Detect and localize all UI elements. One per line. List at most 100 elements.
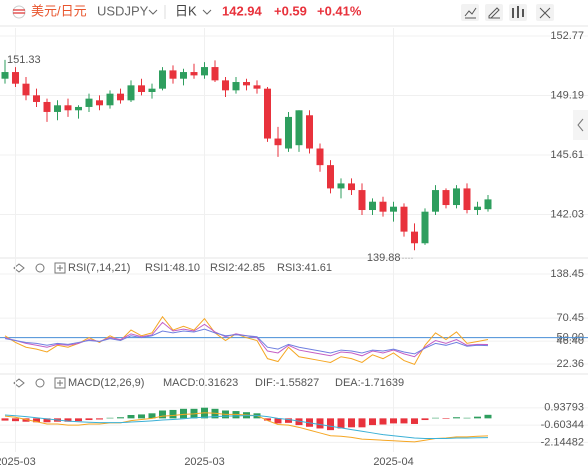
macd-bar [390, 418, 397, 424]
rsi-line [4, 328, 489, 355]
expand-plus [57, 265, 63, 271]
candle-body [96, 100, 103, 106]
indicator-title: MACD(12,26,9) [68, 377, 144, 389]
candle-body [243, 82, 250, 86]
legend-entry: RSI3:41.61 [277, 262, 332, 274]
macd-bar [169, 409, 177, 419]
candle-body [22, 83, 30, 96]
expand-icon[interactable] [54, 377, 66, 389]
pair-name[interactable]: 美元/日元 [31, 3, 87, 18]
candle-body [43, 101, 51, 112]
candle-body [253, 85, 261, 89]
macd-bar [1, 418, 9, 421]
period[interactable]: 日K [175, 3, 197, 18]
macd-bar [264, 418, 271, 421]
settings-icon[interactable] [35, 263, 45, 273]
candle-body [264, 88, 271, 139]
header: 美元/日元 USDJPY 日K 142.94 +0.59 +0.41% [12, 3, 554, 21]
candle-body [180, 72, 187, 79]
macd-bar [33, 418, 40, 423]
candle-body [390, 206, 397, 212]
candle-body [295, 110, 303, 146]
legend-entry: DEA:-1.71639 [335, 377, 404, 389]
candle-body [54, 105, 61, 112]
candle-body [12, 72, 19, 84]
candle-body [474, 206, 481, 211]
candle-body [463, 188, 471, 211]
candle-body [369, 201, 376, 211]
candle-body [169, 70, 177, 79]
rsi-header-icons [13, 262, 66, 389]
dropdown-arrow[interactable] [202, 9, 212, 15]
legend-entry: RSI1:48.10 [145, 262, 200, 274]
x-tick-label: 2025-04 [373, 456, 413, 468]
candle-body [453, 188, 460, 206]
candle-body [117, 93, 124, 101]
macd-bar [159, 410, 166, 419]
tool-icon [488, 7, 500, 19]
macd-bar [432, 417, 439, 419]
y-tick-label: -2.14482 [541, 436, 584, 448]
symbol[interactable]: USDJPY [97, 3, 149, 18]
flag-icon [12, 5, 26, 19]
candle-body [106, 93, 114, 106]
candle-body [138, 85, 145, 92]
hide-icon[interactable] [13, 263, 25, 273]
candle-body [411, 231, 418, 244]
y-tick-label: 70.45 [556, 312, 584, 324]
expand-icon[interactable] [54, 262, 66, 274]
macd-bar [75, 418, 82, 422]
macd-bar [127, 414, 135, 419]
macd-line [4, 414, 489, 440]
macd-bar [96, 418, 103, 420]
candle-body [379, 201, 387, 212]
macd-bar [358, 418, 366, 428]
macd-bar [85, 418, 93, 421]
macd-bar [484, 414, 492, 419]
candle-body [358, 190, 366, 211]
y-tick-label: 0.93793 [544, 402, 584, 414]
y-tick-label: 149.19 [550, 89, 584, 101]
legend-entry: MACD:0.31623 [163, 377, 238, 389]
candle-body [432, 190, 439, 212]
macd-bar [22, 418, 30, 422]
rsi-line [4, 315, 489, 365]
candle-body [327, 165, 334, 189]
macd-bar [327, 418, 334, 431]
x-tick-label: 2025-03 [0, 456, 36, 468]
high-label: 151.33 [7, 54, 41, 66]
y-tick-label: 22.36 [556, 358, 584, 370]
hide-icon[interactable] [13, 378, 25, 388]
indicator-title: RSI(7,14,21) [68, 262, 130, 274]
flag-stripes [13, 9, 25, 14]
settings-icon[interactable] [35, 378, 45, 388]
macd-bar [43, 418, 51, 423]
dropdown-arrow[interactable] [148, 9, 158, 15]
candle-body [232, 82, 240, 91]
macd-bar [12, 418, 19, 422]
candle-body [421, 211, 429, 244]
macd-bar [348, 418, 355, 428]
low-label: 139.88 [367, 252, 401, 264]
side-toggle-icon [577, 118, 584, 132]
macd-bar [285, 418, 292, 423]
candle-body [75, 106, 82, 111]
macd-bar [295, 418, 303, 426]
candle-body [337, 183, 345, 189]
candle-body [306, 115, 313, 149]
macd-bar [421, 418, 429, 421]
tool-icon [512, 6, 524, 18]
macd-bar [274, 418, 282, 424]
candle-body [148, 88, 156, 92]
candle-body [400, 206, 408, 232]
side-toggle[interactable] [573, 110, 588, 140]
candle-body [211, 67, 219, 81]
y-tick-label: 152.77 [550, 30, 584, 42]
macd-bar [463, 417, 471, 419]
price: 142.94 [222, 3, 263, 18]
candle-body [159, 70, 166, 89]
candle-body [285, 116, 292, 149]
macd-bar [64, 418, 72, 422]
